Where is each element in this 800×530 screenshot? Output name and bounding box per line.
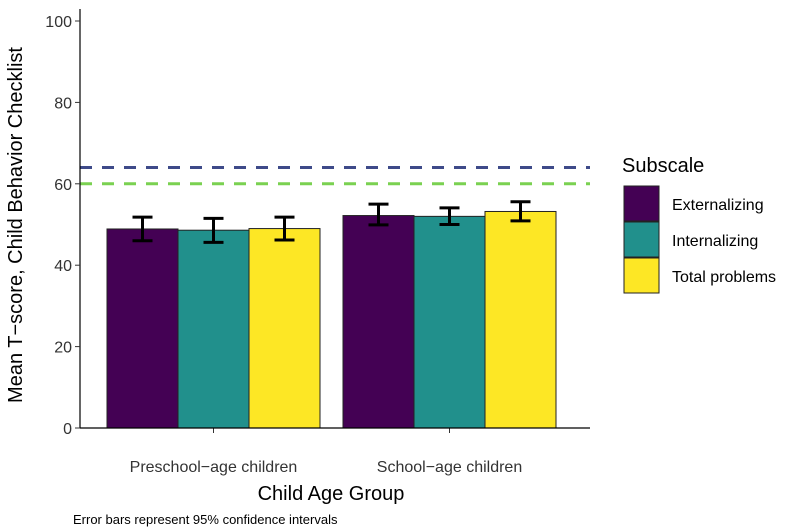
bar-0-1	[342, 215, 415, 429]
y-tick-label: 60	[54, 177, 72, 194]
bar-0-0	[106, 228, 179, 429]
x-tick-label: Preschool−age children	[130, 459, 298, 476]
x-axis-label: Child Age Group	[258, 483, 405, 505]
error-bar-2-0	[274, 215, 295, 242]
y-axis-label: Mean T−score, Child Behavior Checklist	[5, 47, 27, 403]
y-tick-label: 0	[63, 421, 72, 438]
bar-2-1	[484, 210, 557, 429]
y-tick-label: 20	[54, 340, 72, 357]
legend-label-1: Internalizing	[672, 233, 758, 250]
y-tick-label: 100	[45, 14, 72, 31]
y-tick-label: 80	[54, 95, 72, 112]
bar-1-1	[413, 215, 486, 429]
y-tick-label: 40	[54, 258, 72, 275]
legend-swatch-0	[623, 185, 660, 222]
legend-swatch-1	[623, 221, 660, 258]
error-bar-2-1	[510, 200, 531, 223]
error-bar-0-1	[368, 202, 389, 227]
legend-swatch-2	[623, 257, 660, 294]
bar-1-0	[177, 229, 250, 429]
caption: Error bars represent 95% confidence inte…	[73, 512, 338, 527]
legend-title: Subscale	[622, 155, 704, 177]
x-tick-label: School−age children	[377, 459, 522, 476]
legend-label-0: Externalizing	[672, 197, 764, 214]
error-bar-0-0	[132, 215, 153, 243]
legend-label-2: Total problems	[672, 269, 776, 286]
bar-2-0	[248, 228, 321, 429]
error-bar-1-1	[439, 206, 460, 226]
error-bar-1-0	[203, 216, 224, 244]
